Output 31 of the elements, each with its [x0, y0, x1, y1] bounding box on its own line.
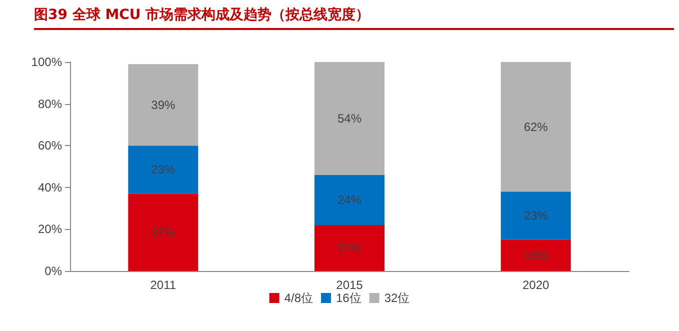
bar: [500, 240, 571, 271]
x-tick-label: 2011: [150, 278, 176, 292]
data-label: 62%: [524, 120, 548, 134]
bar: [314, 225, 384, 271]
x-tick-label: 2015: [336, 278, 364, 292]
bar: [314, 62, 384, 175]
data-label: 22%: [337, 241, 362, 256]
data-label: 15%: [524, 248, 548, 262]
data-label: 54%: [337, 111, 362, 126]
data-label: 37%: [151, 225, 176, 240]
y-tick-label: 40%: [38, 180, 62, 194]
y-tick-label: 100%: [31, 55, 62, 69]
bar: [500, 62, 571, 192]
data-label: 24%: [337, 192, 362, 207]
data-label: 23%: [524, 208, 548, 223]
x-tick-label: 2020: [522, 278, 550, 292]
chart-title: 图39 全球 MCU 市场需求构成及趋势（按总线宽度）: [34, 6, 674, 30]
data-label: 39%: [151, 98, 176, 112]
y-tick-label: 60%: [38, 138, 62, 153]
bar: [128, 64, 198, 146]
legend-label: 4/8位: [284, 291, 313, 305]
bar: [128, 146, 198, 194]
bar: [128, 194, 198, 271]
legend-label: 16位: [336, 291, 362, 305]
legend-label: 32位: [384, 291, 410, 305]
data-label: 23%: [151, 162, 176, 177]
y-tick-label: 80%: [38, 96, 62, 111]
y-tick-label: 20%: [38, 222, 62, 236]
bar: [500, 192, 571, 240]
y-tick-label: 0%: [44, 264, 62, 278]
bar: [314, 174, 384, 226]
